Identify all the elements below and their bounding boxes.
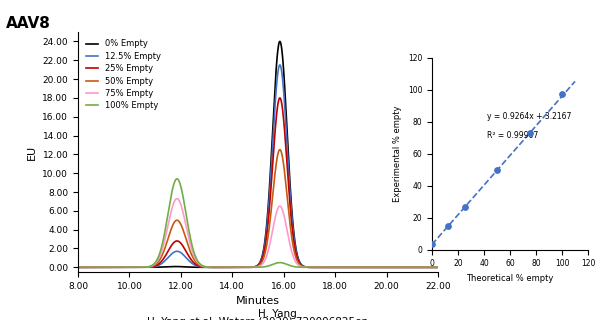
100% Empty <box>74 265 82 269</box>
75% Empty <box>434 265 442 269</box>
Legend: 0% Empty, 12.5% Empty, 25% Empty, 50% Empty, 75% Empty, 100% Empty: 0% Empty, 12.5% Empty, 25% Empty, 50% Em… <box>82 36 164 114</box>
Line: 100% Empty: 100% Empty <box>78 179 438 267</box>
75% Empty <box>173 197 181 201</box>
75% Empty <box>93 265 100 269</box>
12.5% Empty <box>434 265 442 269</box>
100% Empty <box>358 265 365 269</box>
X-axis label: Theoretical % empty: Theoretical % empty <box>466 274 554 283</box>
Y-axis label: EU: EU <box>27 144 37 160</box>
50% Empty <box>424 265 431 269</box>
25% Empty <box>434 265 442 269</box>
25% Empty <box>74 265 82 269</box>
100% Empty <box>173 177 181 181</box>
Line: 25% Empty: 25% Empty <box>78 98 438 267</box>
X-axis label: Minutes: Minutes <box>236 296 280 306</box>
Y-axis label: Experimental % empty: Experimental % empty <box>393 105 402 202</box>
12.5% Empty <box>424 265 431 269</box>
Line: 50% Empty: 50% Empty <box>78 150 438 267</box>
75% Empty <box>240 265 247 269</box>
Text: H. Yang: H. Yang <box>258 309 300 319</box>
12.5% Empty <box>240 265 247 269</box>
50% Empty <box>74 265 82 269</box>
0% Empty <box>424 265 431 269</box>
Point <box>443 223 453 228</box>
12.5% Empty <box>424 265 431 269</box>
Text: y = 0.9264x + 3.2167: y = 0.9264x + 3.2167 <box>487 112 571 121</box>
Point <box>557 92 567 97</box>
75% Empty <box>250 265 257 269</box>
75% Empty <box>424 265 431 269</box>
75% Empty <box>424 265 431 269</box>
25% Empty <box>424 265 431 269</box>
0% Empty <box>358 265 365 269</box>
Point <box>427 242 437 247</box>
100% Empty <box>424 265 431 269</box>
100% Empty <box>240 265 247 269</box>
50% Empty <box>434 265 442 269</box>
Line: 75% Empty: 75% Empty <box>78 199 438 267</box>
Line: 12.5% Empty: 12.5% Empty <box>78 65 438 267</box>
0% Empty <box>276 39 283 43</box>
100% Empty <box>250 265 257 269</box>
Point <box>460 205 469 210</box>
Text: H. Yang et al. Waters (2020) 720006825en: H. Yang et al. Waters (2020) 720006825en <box>148 317 368 320</box>
12.5% Empty <box>93 265 100 269</box>
0% Empty <box>424 265 431 269</box>
50% Empty <box>250 265 257 269</box>
0% Empty <box>240 265 247 269</box>
0% Empty <box>250 265 257 269</box>
25% Empty <box>276 96 283 100</box>
50% Empty <box>240 265 247 269</box>
100% Empty <box>424 265 431 269</box>
Point <box>524 130 535 135</box>
75% Empty <box>74 265 82 269</box>
100% Empty <box>434 265 442 269</box>
75% Empty <box>358 265 365 269</box>
12.5% Empty <box>276 63 283 67</box>
Text: AAV8: AAV8 <box>6 16 51 31</box>
25% Empty <box>250 265 257 269</box>
100% Empty <box>93 265 100 269</box>
25% Empty <box>424 265 431 269</box>
25% Empty <box>240 265 247 269</box>
0% Empty <box>93 265 100 269</box>
0% Empty <box>74 265 82 269</box>
Point <box>492 167 502 172</box>
Line: 0% Empty: 0% Empty <box>78 41 438 267</box>
50% Empty <box>93 265 100 269</box>
25% Empty <box>93 265 100 269</box>
0% Empty <box>434 265 442 269</box>
50% Empty <box>276 148 283 152</box>
Text: R² = 0.99967: R² = 0.99967 <box>487 131 538 140</box>
25% Empty <box>358 265 365 269</box>
12.5% Empty <box>358 265 365 269</box>
12.5% Empty <box>250 265 257 269</box>
12.5% Empty <box>74 265 82 269</box>
50% Empty <box>424 265 431 269</box>
50% Empty <box>358 265 365 269</box>
